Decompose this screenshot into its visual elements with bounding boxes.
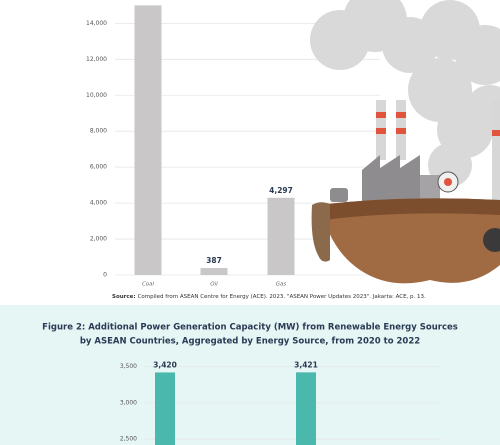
chart-title: by ASEAN Countries, Aggregated by Energy… [80,337,420,347]
x-tick-label: Gas [276,282,287,288]
illustration [310,0,500,284]
y-tick-label: 3,000 [120,399,137,406]
bar [200,268,228,275]
y-tick-label: 12,000 [86,56,107,63]
y-tick-label: 4,000 [90,200,107,207]
value-label: 4,297 [269,186,293,195]
source-label: Source: [112,294,136,300]
y-tick-label: 2,000 [90,236,107,243]
value-label: 3,420 [153,360,177,369]
x-tick-label: Oil [210,282,218,288]
y-tick-label: 8,000 [90,128,107,135]
x-tick-label: Coal [142,282,155,288]
smoke [310,0,500,187]
spill [311,202,330,262]
bar [267,197,295,275]
y-tick-label: 10,000 [86,92,107,99]
oil-drop [483,228,500,252]
bar [155,372,175,445]
island-top [320,198,500,220]
chart-title: Figure 2: Additional Power Generation Ca… [42,323,458,333]
hazard-symbol [444,178,452,186]
island [320,198,500,284]
y-tick-label: 0 [103,272,107,279]
bar [134,5,162,276]
y-tick-label: 3,500 [120,363,137,370]
bar [296,372,316,445]
y-tick-label: 6,000 [90,164,107,171]
value-label: 387 [206,256,222,265]
figure-2-panel [0,305,500,445]
value-label: 3,421 [294,360,318,369]
y-tick-label: 14,000 [86,20,107,27]
factory [362,155,420,208]
y-tick-label: 2,500 [120,436,137,443]
pipe [330,188,348,202]
source-text: Compiled from ASEAN Centre for Energy (A… [138,294,426,300]
source-note: Source: Compiled from ASEAN Centre for En… [112,294,426,300]
chimneys [376,100,500,220]
